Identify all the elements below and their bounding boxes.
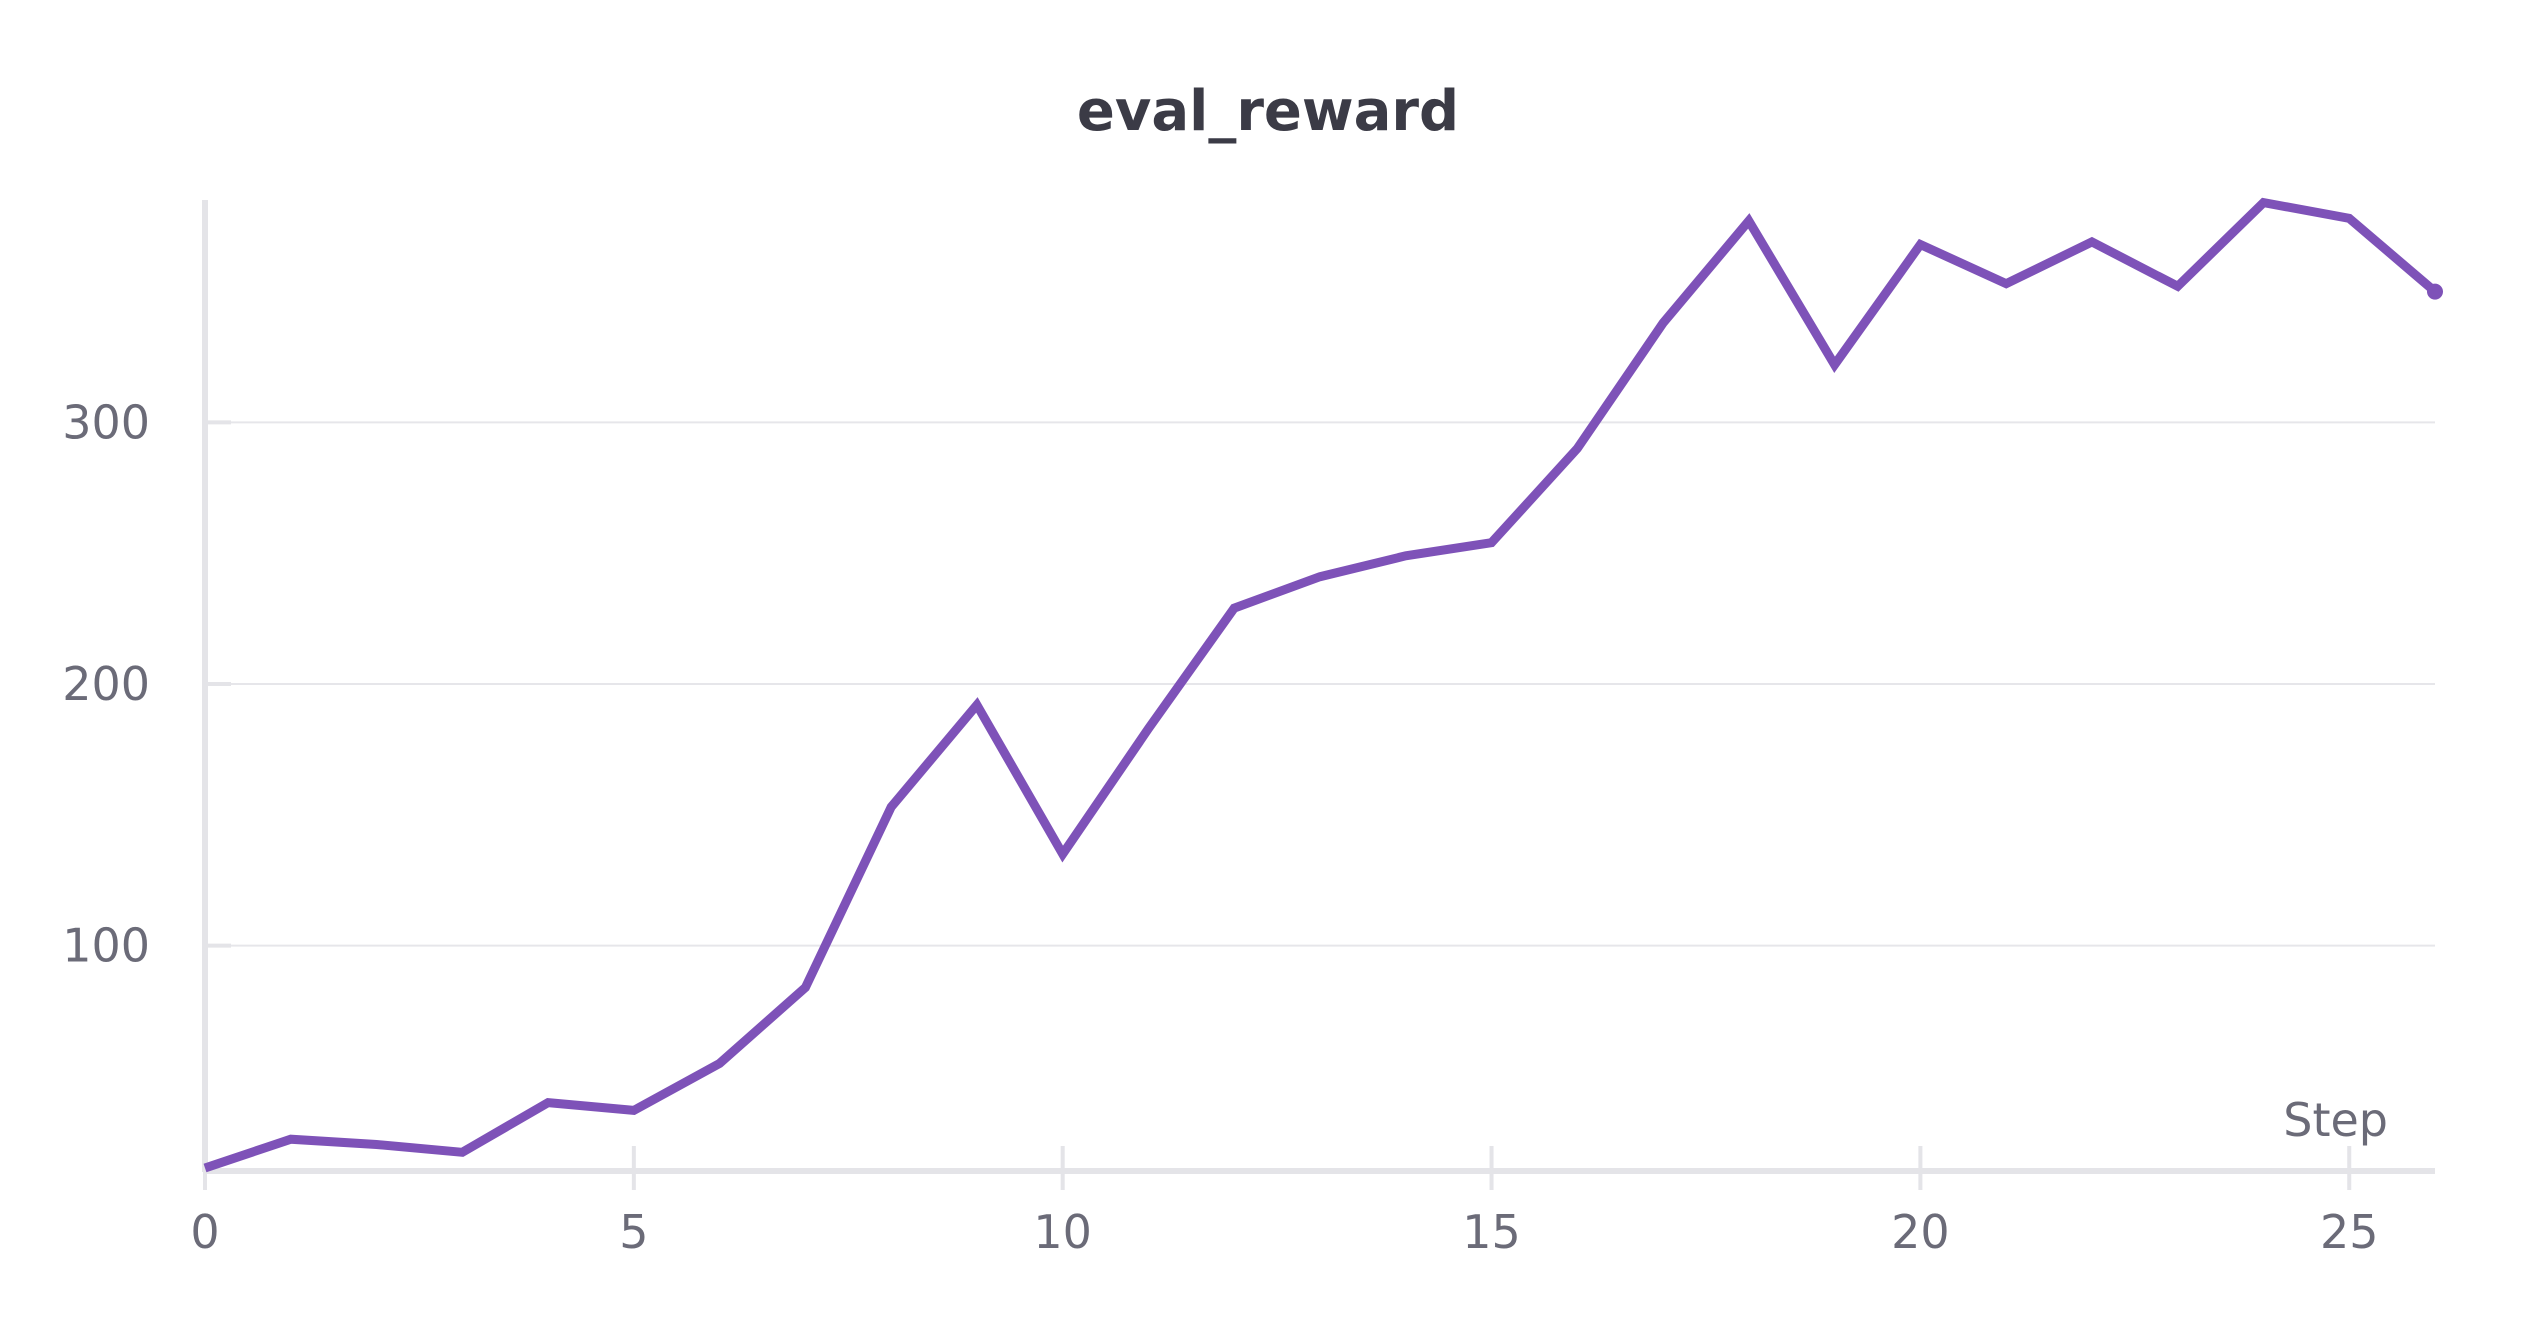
- tick-labels: 100 200 300 0 5 10 15 20 25: [62, 395, 2378, 1259]
- axes: [202, 200, 2435, 1190]
- y-tick-label: 200: [62, 657, 150, 711]
- x-tick-label: 20: [1891, 1205, 1950, 1259]
- x-tick-label: 5: [619, 1205, 648, 1259]
- x-tick-label: 0: [190, 1205, 219, 1259]
- x-tick-label: 10: [1033, 1205, 1092, 1259]
- x-axis-label: Step: [2283, 1093, 2388, 1147]
- x-tick-label: 25: [2320, 1205, 2379, 1259]
- x-tick-label: 15: [1462, 1205, 1521, 1259]
- y-tick-label: 100: [62, 919, 150, 973]
- gridlines: [205, 421, 2435, 947]
- series-line: [203, 197, 2438, 1173]
- y-tick-label: 300: [62, 395, 150, 449]
- chart-title: eval_reward: [1077, 79, 1459, 144]
- series-layer: [203, 197, 2443, 1173]
- data-point: [2427, 283, 2443, 300]
